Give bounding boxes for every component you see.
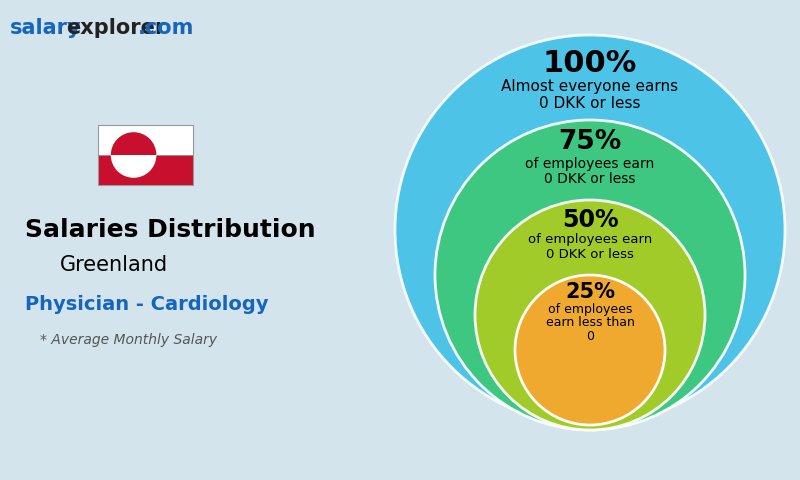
Text: earn less than: earn less than (546, 316, 634, 329)
Text: Salaries Distribution: Salaries Distribution (25, 218, 316, 242)
Text: 50%: 50% (562, 208, 618, 232)
Text: explorer: explorer (66, 18, 166, 38)
Text: of employees earn: of employees earn (526, 157, 654, 171)
Wedge shape (110, 155, 157, 178)
Text: Greenland: Greenland (60, 255, 168, 275)
Text: 75%: 75% (558, 129, 622, 155)
Text: 0 DKK or less: 0 DKK or less (546, 249, 634, 262)
Circle shape (395, 35, 785, 425)
Text: 100%: 100% (543, 48, 637, 77)
Text: 0 DKK or less: 0 DKK or less (544, 172, 636, 186)
Text: of employees earn: of employees earn (528, 233, 652, 247)
Circle shape (515, 275, 665, 425)
Bar (98, 125, 193, 185)
Circle shape (475, 200, 705, 430)
Text: Almost everyone earns: Almost everyone earns (502, 80, 678, 95)
Text: salary: salary (10, 18, 82, 38)
Bar (98, 125, 193, 155)
Text: 0 DKK or less: 0 DKK or less (539, 96, 641, 110)
Text: Physician - Cardiology: Physician - Cardiology (25, 296, 269, 314)
Text: of employees: of employees (548, 303, 632, 316)
Text: 25%: 25% (565, 282, 615, 302)
Circle shape (435, 120, 745, 430)
Text: * Average Monthly Salary: * Average Monthly Salary (40, 333, 217, 347)
Text: .com: .com (138, 18, 194, 38)
Text: 0: 0 (586, 329, 594, 343)
Wedge shape (110, 132, 157, 155)
Bar (98, 155, 193, 185)
